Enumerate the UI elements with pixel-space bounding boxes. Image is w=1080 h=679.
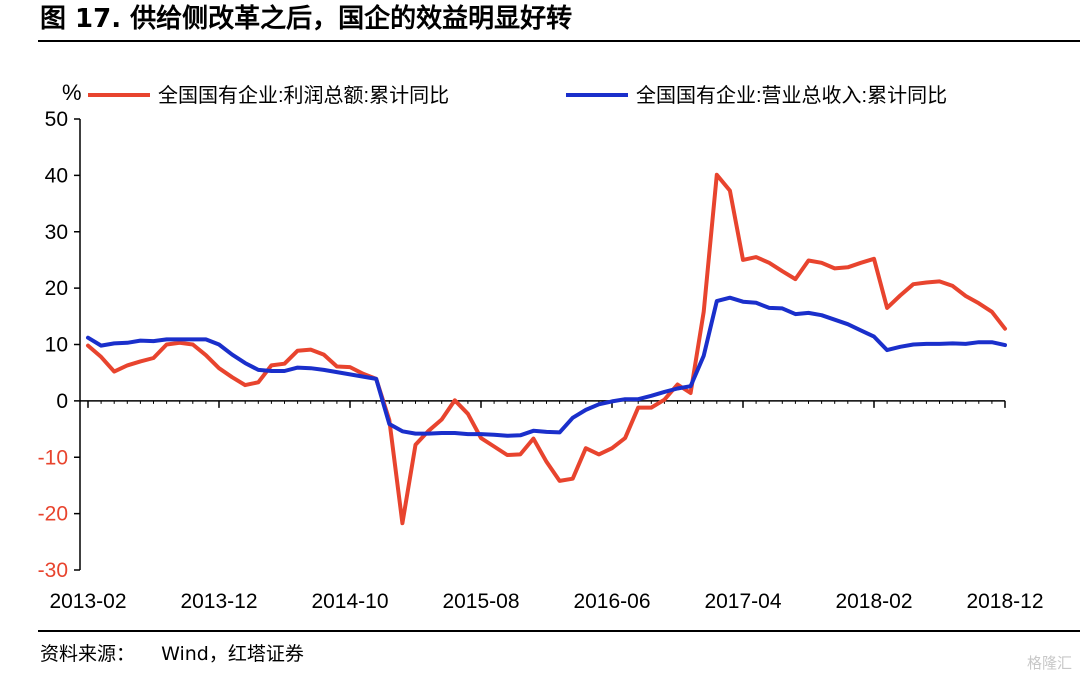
y-tick-label: -10 [38, 446, 68, 469]
y-tick-label: 50 [45, 108, 68, 131]
y-axis-unit: % [62, 80, 82, 105]
source-rule [38, 630, 1080, 632]
y-tick-label: 40 [45, 164, 68, 187]
x-tick-label: 2014-10 [311, 590, 388, 613]
series-lines [86, 172, 1007, 526]
source-note: 资料来源： Wind，红塔证券 [40, 639, 304, 666]
source-label: 资料来源： [40, 643, 136, 665]
x-tick-label: 2015-08 [442, 590, 519, 613]
series-line-2 [86, 295, 1007, 438]
title-rule [38, 40, 1080, 42]
x-tick-label: 2017-04 [704, 590, 781, 613]
legend-label-2: 全国国有企业:营业总收入:累计同比 [636, 84, 947, 107]
watermark: 格隆汇 [1026, 654, 1072, 672]
figure-title: 图 17. 供给侧改革之后，国企的效益明显好转 [40, 4, 573, 34]
legend-label-1: 全国国有企业:利润总额:累计同比 [158, 84, 449, 107]
series-line-1 [86, 172, 1007, 526]
x-tick-label: 2013-12 [180, 590, 257, 613]
axes: -30 -20 -10 0 10 20 30 40 50 2013-02 2013-12 2014-1… [38, 108, 1044, 613]
y-tick-label: -20 [38, 503, 68, 526]
x-tick-label: 2018-02 [835, 590, 912, 613]
y-tick-label: -30 [38, 559, 68, 582]
x-tick-label: 2016-06 [573, 590, 650, 613]
y-tick-label: 30 [45, 221, 68, 244]
legend: 全国国有企业:利润总额:累计同比 全国国有企业:营业总收入:累计同比 [88, 84, 947, 107]
y-tick-label: 20 [45, 277, 68, 300]
x-tick-label: 2018-12 [966, 590, 1043, 613]
source-value: Wind，红塔证券 [161, 643, 304, 665]
y-tick-label: 0 [56, 390, 68, 413]
x-tick-label: 2013-02 [49, 590, 126, 613]
y-tick-label: 10 [45, 334, 68, 357]
